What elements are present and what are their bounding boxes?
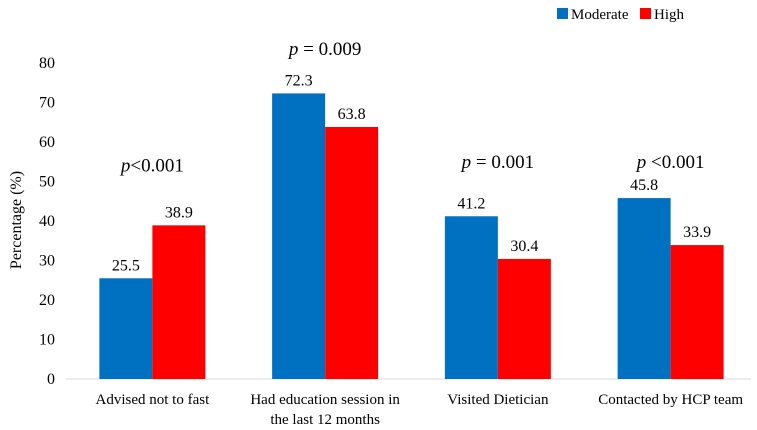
p-value-annotations: p<0.001 p = 0.009 p = 0.001 p <0.001 xyxy=(119,39,705,177)
x-axis: Advised not to fast Had education session… xyxy=(66,378,751,428)
legend-swatch-high xyxy=(640,8,651,19)
y-tick-label: 40 xyxy=(39,213,55,230)
y-tick-label: 10 xyxy=(39,332,55,349)
y-tick-label: 60 xyxy=(39,134,55,151)
y-axis-title: Percentage (%) xyxy=(8,171,25,269)
p-value-annotation: p <0.001 xyxy=(635,152,705,173)
legend-label-moderate: Moderate xyxy=(571,7,629,23)
y-tick-label: 70 xyxy=(39,95,55,112)
x-category-label: Contacted by HCP team xyxy=(598,392,743,408)
y-tick-label: 80 xyxy=(39,55,55,72)
bar-high xyxy=(152,225,206,379)
x-category-label: Had education session in xyxy=(250,392,400,408)
data-label-high: 38.9 xyxy=(165,204,193,221)
x-category-label: Advised not to fast xyxy=(96,392,211,408)
bar-high xyxy=(670,245,724,379)
data-label-high: 63.8 xyxy=(338,106,366,123)
bar-moderate xyxy=(617,198,671,379)
y-tick-label: 0 xyxy=(47,371,55,388)
bar-moderate xyxy=(99,278,153,379)
bar-high xyxy=(325,126,379,380)
data-label-moderate: 25.5 xyxy=(112,257,140,274)
y-axis: 0 10 20 30 40 50 60 70 80 xyxy=(39,55,55,388)
bars xyxy=(99,93,724,380)
x-category-label: Visited Dietician xyxy=(447,392,549,408)
data-label-high: 33.9 xyxy=(683,224,711,241)
data-label-moderate: 45.8 xyxy=(630,177,658,194)
data-label-moderate: 41.2 xyxy=(457,195,485,212)
data-label-high: 30.4 xyxy=(510,238,538,255)
p-value-annotation: p = 0.009 xyxy=(287,39,361,60)
bar-moderate xyxy=(272,93,326,379)
data-label-moderate: 72.3 xyxy=(285,72,313,89)
legend-label-high: High xyxy=(654,7,685,23)
x-category-label: the last 12 months xyxy=(270,412,380,428)
data-labels: 25.5 38.9 72.3 63.8 41.2 30.4 45.8 33.9 xyxy=(112,72,711,274)
y-tick-label: 30 xyxy=(39,253,55,270)
y-tick-label: 20 xyxy=(39,292,55,309)
legend: Moderate High xyxy=(557,7,685,23)
p-value-annotation: p = 0.001 xyxy=(460,152,534,173)
bar-high xyxy=(497,258,551,379)
p-value-annotation: p<0.001 xyxy=(119,156,184,177)
y-tick-label: 50 xyxy=(39,174,55,191)
bar-moderate xyxy=(444,216,498,379)
legend-swatch-moderate xyxy=(557,8,568,19)
